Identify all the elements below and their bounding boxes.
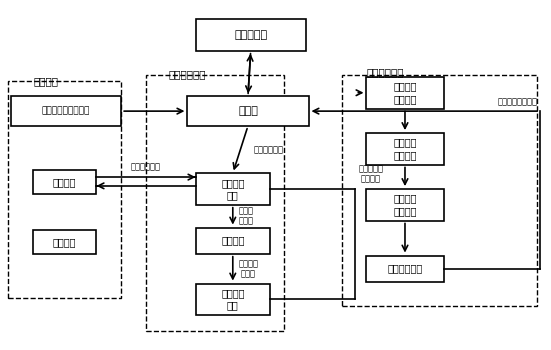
Bar <box>196 19 306 51</box>
Text: 图像处理系统: 图像处理系统 <box>366 67 404 77</box>
Bar <box>366 189 444 220</box>
Bar <box>366 256 444 282</box>
Text: 图像增强
噪声处理: 图像增强 噪声处理 <box>393 82 417 104</box>
Text: 服动追踪: 服动追踪 <box>53 177 77 187</box>
Bar <box>196 173 270 205</box>
Text: 工艺设计客户端单元: 工艺设计客户端单元 <box>42 107 90 116</box>
Bar <box>8 80 121 298</box>
Text: 追踪系统: 追踪系统 <box>33 76 58 86</box>
Text: 服务器: 服务器 <box>238 106 258 116</box>
Text: 测量参数信息输出: 测量参数信息输出 <box>497 97 537 106</box>
Text: 局部图像
采集: 局部图像 采集 <box>221 288 245 310</box>
Text: 可视化系统: 可视化系统 <box>234 30 267 40</box>
Text: 需测量部分
图像输入: 需测量部分 图像输入 <box>358 164 383 184</box>
Bar <box>11 96 121 126</box>
Bar <box>146 75 284 331</box>
Text: 测量指令: 测量指令 <box>221 236 245 246</box>
Bar <box>33 170 96 194</box>
Bar <box>366 133 444 164</box>
Text: 测量指令输入: 测量指令输入 <box>253 145 283 154</box>
Bar <box>196 284 270 315</box>
Bar <box>33 230 96 254</box>
Text: 相机自适
应调整: 相机自适 应调整 <box>238 259 258 278</box>
Text: 图像采集系统: 图像采集系统 <box>168 69 206 79</box>
Bar <box>196 228 270 254</box>
Bar <box>342 75 537 306</box>
Text: 图像分割
特征提取: 图像分割 特征提取 <box>393 138 417 160</box>
Text: 测量参数计算: 测量参数计算 <box>387 264 423 274</box>
Text: 测量位
置指令: 测量位 置指令 <box>238 206 253 226</box>
Text: 物体识别
参数估计: 物体识别 参数估计 <box>393 194 417 216</box>
Bar <box>366 77 444 108</box>
Text: 全局图像
采集: 全局图像 采集 <box>221 178 245 200</box>
Text: 测量指令输入: 测量指令输入 <box>131 163 161 172</box>
Text: 手势追踪: 手势追踪 <box>53 237 77 247</box>
Bar <box>187 96 309 126</box>
